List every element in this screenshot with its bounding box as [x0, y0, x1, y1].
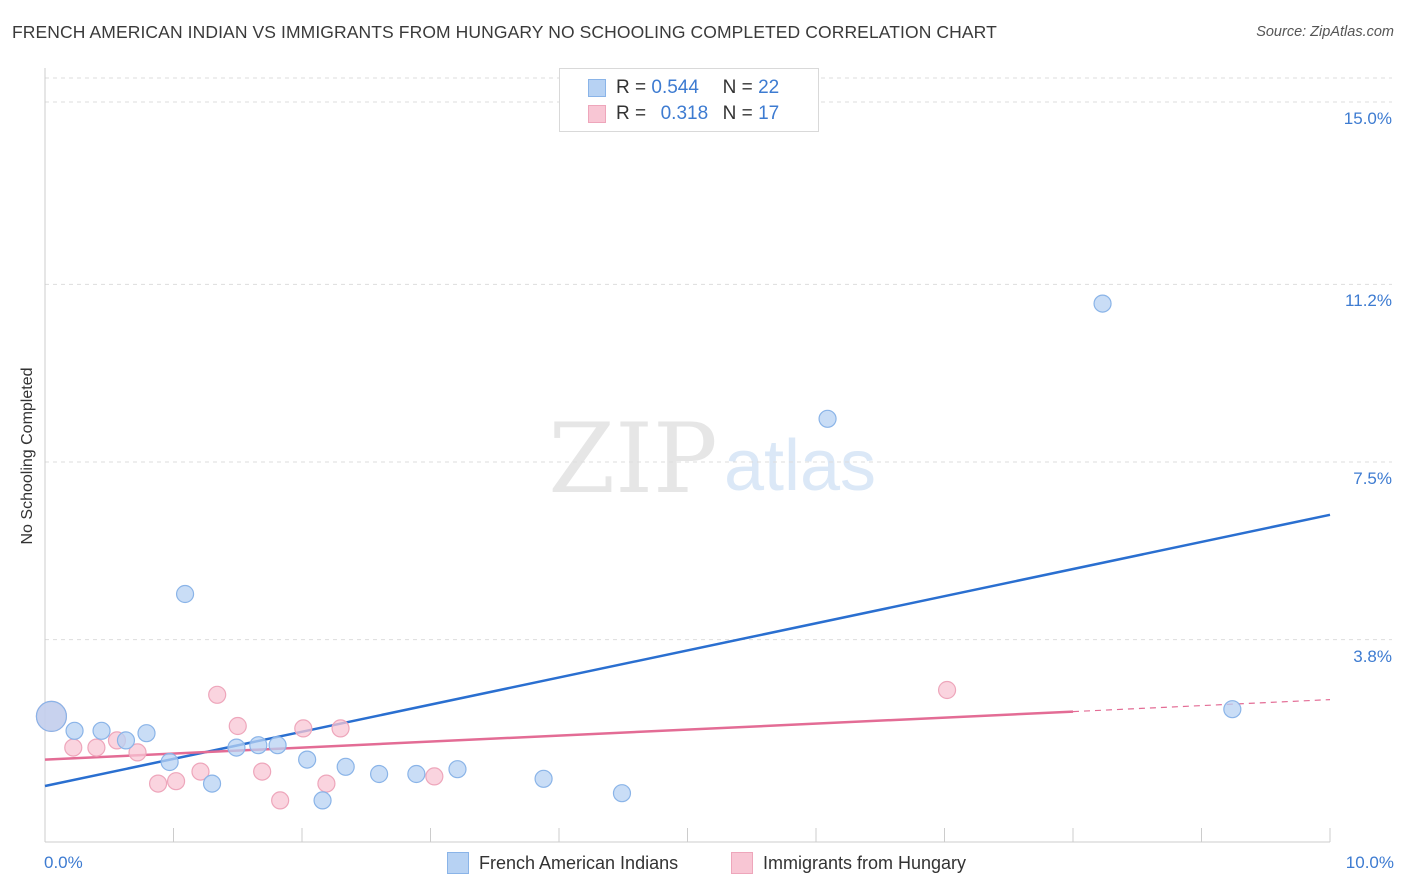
- point-french-american-indians: [65, 721, 84, 740]
- blue-swatch-icon: [447, 852, 469, 874]
- point-french-american-indians: [336, 757, 355, 776]
- trend-line-immigrants-from-hungary: [44, 710, 1074, 761]
- point-french-american-indians: [1093, 294, 1112, 313]
- point-immigrants-from-hungary: [294, 719, 313, 738]
- point-immigrants-from-hungary: [148, 774, 168, 793]
- point-immigrants-from-hungary: [317, 774, 336, 793]
- chart-title: FRENCH AMERICAN INDIAN VS IMMIGRANTS FRO…: [12, 22, 997, 42]
- point-immigrants-from-hungary: [253, 762, 272, 781]
- point-immigrants-from-hungary: [64, 738, 83, 757]
- r-value: 0.318: [660, 103, 709, 124]
- point-french-american-indians: [268, 736, 287, 755]
- watermark-atlas: atlas: [724, 426, 876, 506]
- r-value: 0.544: [651, 77, 699, 98]
- n-value: 17: [758, 103, 780, 124]
- n-label: N =: [722, 103, 753, 124]
- point-french-american-indians: [175, 584, 195, 604]
- point-immigrants-from-hungary: [271, 791, 290, 810]
- legend-item-french-american-indians[interactable]: French American Indians: [447, 852, 678, 874]
- point-french-american-indians: [370, 764, 389, 784]
- point-french-american-indians: [298, 750, 317, 769]
- y-tick-label: 11.2%: [1345, 291, 1392, 311]
- source-label: Source: ZipAtlas.com: [1256, 24, 1394, 40]
- pink-swatch-icon: [731, 852, 753, 874]
- point-immigrants-from-hungary: [87, 738, 106, 757]
- point-french-american-indians: [160, 752, 179, 772]
- point-immigrants-from-hungary: [208, 685, 227, 704]
- point-french-american-indians: [612, 784, 632, 803]
- point-immigrants-from-hungary: [166, 772, 186, 791]
- point-immigrants-from-hungary: [191, 762, 210, 781]
- n-value: 22: [758, 77, 780, 98]
- point-french-american-indians: [116, 731, 136, 750]
- blue-swatch-icon: [588, 79, 606, 97]
- point-immigrants-from-hungary: [331, 719, 350, 738]
- legend-item-immigrants-from-hungary[interactable]: Immigrants from Hungary: [731, 852, 966, 874]
- point-immigrants-from-hungary: [128, 743, 147, 762]
- y-tick-label: 15.0%: [1343, 109, 1392, 128]
- r-label: R =: [616, 77, 647, 98]
- r-label: R =: [616, 103, 647, 124]
- point-french-american-indians: [313, 791, 332, 810]
- point-french-american-indians: [448, 760, 467, 779]
- point-french-american-indians: [407, 764, 426, 784]
- y-tick-label: 7.5%: [1353, 469, 1392, 488]
- watermark-zip: ZIP: [548, 403, 717, 515]
- point-french-american-indians: [818, 409, 837, 428]
- point-french-american-indians: [534, 769, 553, 788]
- legend-label: French American Indians: [479, 852, 679, 873]
- point-french-american-indians: [249, 736, 268, 755]
- legend-row-french-american-indians: R = 0.544 N = 22: [588, 77, 779, 99]
- stats-legend: R = 0.544 N = 22 R = 0.318 N = 17: [559, 68, 819, 132]
- x-tick-min: 0.0%: [44, 853, 83, 872]
- legend-label: Immigrants from Hungary: [763, 852, 967, 873]
- point-french-american-indians: [227, 738, 246, 757]
- point-immigrants-from-hungary: [228, 716, 247, 736]
- point-french-american-indians: [202, 774, 222, 793]
- n-label: N =: [722, 77, 753, 98]
- point-french-american-indians: [1223, 700, 1242, 719]
- y-tick-label: 3.8%: [1353, 646, 1392, 666]
- trend-line-extension-immigrants-from-hungary: [1072, 699, 1331, 713]
- pink-swatch-icon: [588, 105, 606, 123]
- x-tick-max: 10.0%: [1345, 853, 1394, 872]
- point-immigrants-from-hungary: [425, 767, 444, 786]
- point-french-american-indians: [35, 700, 68, 733]
- legend-row-immigrants-from-hungary: R = 0.318 N = 17: [588, 103, 779, 125]
- point-immigrants-from-hungary: [937, 680, 957, 700]
- point-french-american-indians: [92, 721, 111, 740]
- point-french-american-indians: [137, 724, 156, 743]
